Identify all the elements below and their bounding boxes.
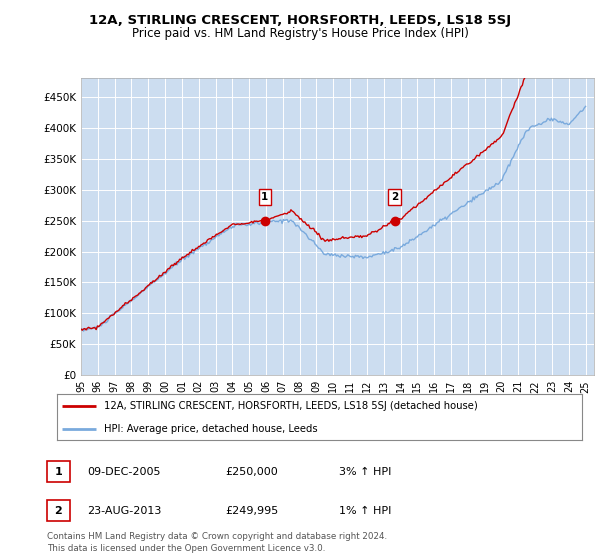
Text: Contains HM Land Registry data © Crown copyright and database right 2024.
This d: Contains HM Land Registry data © Crown c… (47, 532, 387, 553)
Text: 09-DEC-2005: 09-DEC-2005 (87, 466, 161, 477)
Text: 1% ↑ HPI: 1% ↑ HPI (339, 506, 391, 516)
Text: 1: 1 (55, 466, 62, 477)
Text: 12A, STIRLING CRESCENT, HORSFORTH, LEEDS, LS18 5SJ: 12A, STIRLING CRESCENT, HORSFORTH, LEEDS… (89, 14, 511, 27)
Text: 1: 1 (261, 192, 268, 202)
Text: 3% ↑ HPI: 3% ↑ HPI (339, 466, 391, 477)
Text: Price paid vs. HM Land Registry's House Price Index (HPI): Price paid vs. HM Land Registry's House … (131, 27, 469, 40)
Text: 12A, STIRLING CRESCENT, HORSFORTH, LEEDS, LS18 5SJ (detached house): 12A, STIRLING CRESCENT, HORSFORTH, LEEDS… (104, 400, 478, 410)
Text: £250,000: £250,000 (225, 466, 278, 477)
Text: 2: 2 (55, 506, 62, 516)
Text: 23-AUG-2013: 23-AUG-2013 (87, 506, 161, 516)
Text: HPI: Average price, detached house, Leeds: HPI: Average price, detached house, Leed… (104, 423, 318, 433)
Text: £249,995: £249,995 (225, 506, 278, 516)
Text: 2: 2 (391, 192, 398, 202)
